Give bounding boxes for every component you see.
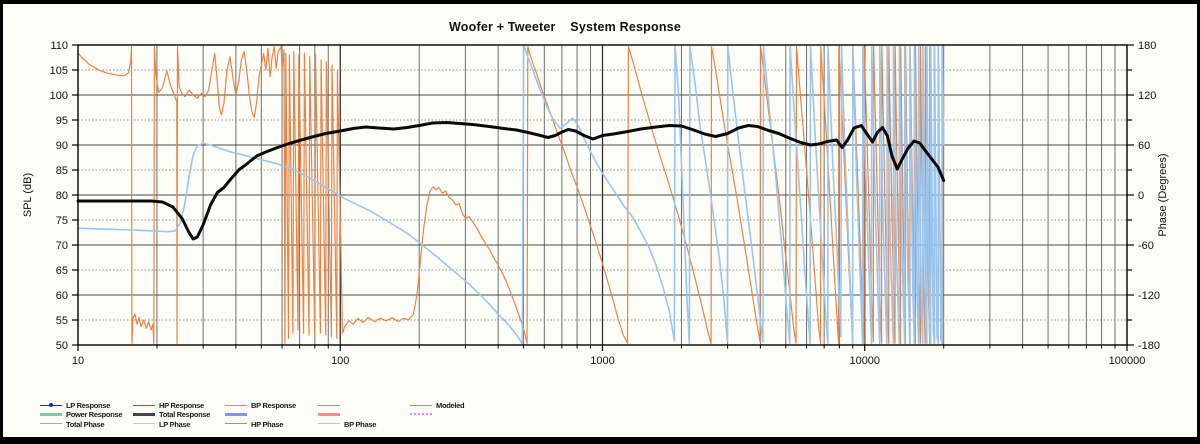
svg-text:10000: 10000 <box>849 355 880 367</box>
legend-swatch <box>410 413 432 416</box>
svg-text:105: 105 <box>50 65 68 77</box>
svg-text:60: 60 <box>56 290 68 302</box>
legend-swatch <box>318 423 340 425</box>
legend-item-bp-response: BP Response <box>225 401 296 410</box>
legend-label: Modeled <box>436 401 465 410</box>
legend-item-bp-phase: BP Phase <box>318 420 376 429</box>
chart-title: Woofer + Tweeter System Response <box>449 20 681 34</box>
series-curves <box>76 44 946 346</box>
svg-text:110: 110 <box>50 40 68 52</box>
legend-item-lp-phase: LP Phase <box>133 419 191 429</box>
svg-text:75: 75 <box>56 215 68 227</box>
svg-text:90: 90 <box>56 140 68 152</box>
axes <box>72 44 1134 351</box>
legend-label: Total Response <box>159 410 211 420</box>
svg-text:-60: -60 <box>1138 240 1154 252</box>
legend-marker-dot <box>49 403 53 408</box>
legend-label: BP Response <box>251 401 296 410</box>
legend-label: HP Response <box>159 401 204 410</box>
svg-text:80: 80 <box>56 190 68 202</box>
series-total-response <box>76 121 946 241</box>
svg-text:10: 10 <box>72 355 84 367</box>
legend-swatch <box>133 404 155 406</box>
svg-text:55: 55 <box>56 315 68 327</box>
svg-text:70: 70 <box>56 240 68 252</box>
legend-label: LP Response <box>66 401 111 410</box>
svg-text:100: 100 <box>331 355 349 367</box>
legend-item-hp-phase: HP Phase <box>225 420 283 429</box>
tick-labels: 10 100 1000 10000 10000050556065707580859095… <box>50 40 1160 367</box>
legend-swatch <box>410 404 432 406</box>
series-hp-phase <box>77 46 945 344</box>
svg-text:95: 95 <box>56 115 68 127</box>
svg-text:50: 50 <box>56 340 68 352</box>
legend-item-power-response: Power Response <box>40 410 123 420</box>
legend-item-unlabeled-9 <box>318 401 344 410</box>
svg-text:-180: -180 <box>1138 340 1160 352</box>
legend-swatch <box>133 412 155 416</box>
legend-item-unlabeled-10 <box>318 410 344 419</box>
svg-text:60: 60 <box>1138 140 1150 152</box>
svg-text:1000: 1000 <box>590 355 614 367</box>
legend-label: Total Phase <box>66 419 105 429</box>
legend-swatch <box>318 404 340 406</box>
series-lp-phase <box>77 44 945 346</box>
legend-swatch <box>40 412 62 416</box>
chart-legend: LP Response Power Response Total Phase HP R… <box>0 401 1200 433</box>
legend-label: HP Phase <box>251 419 284 429</box>
svg-text:180: 180 <box>1138 40 1156 52</box>
legend-item-total-response: Total Response <box>133 410 210 419</box>
legend-swatch <box>318 412 340 416</box>
legend-swatch <box>225 423 247 425</box>
svg-text:100000: 100000 <box>1109 355 1146 367</box>
legend-item-total-phase: Total Phase <box>40 419 105 429</box>
svg-text:120: 120 <box>1138 90 1156 102</box>
legend-item-unlabeled-7 <box>225 410 251 419</box>
legend-swatch <box>225 404 247 406</box>
legend-item-unlabeled-13 <box>410 410 436 419</box>
legend-swatch <box>133 423 155 425</box>
svg-text:100: 100 <box>50 90 68 102</box>
legend-item-hp-response: HP Response <box>133 401 204 410</box>
legend-item-lp-response: LP Response <box>40 401 110 410</box>
svg-text:-120: -120 <box>1138 290 1160 302</box>
legend-label: BP Phase <box>344 419 377 429</box>
svg-text:65: 65 <box>56 265 68 277</box>
svg-text:0: 0 <box>1138 190 1144 202</box>
legend-swatch <box>40 423 62 425</box>
legend-label: Power Response <box>66 410 123 420</box>
legend-item-modeled: Modeled <box>410 401 465 410</box>
legend-label: LP Phase <box>159 419 191 429</box>
svg-text:85: 85 <box>56 165 68 177</box>
legend-swatch <box>225 412 247 416</box>
legend-swatch <box>40 403 62 408</box>
